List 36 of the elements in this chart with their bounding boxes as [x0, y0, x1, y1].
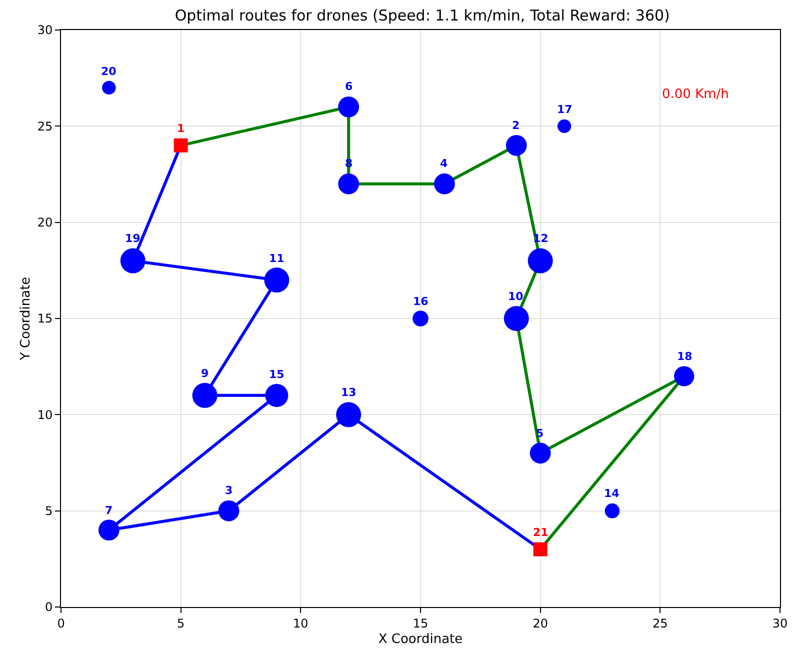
annotation: 6: [345, 80, 353, 93]
y-axis-title: Y Coordinate: [18, 276, 34, 362]
annotation: 16: [413, 295, 429, 308]
annotation: 9: [201, 367, 209, 380]
annotation: 18: [677, 350, 692, 363]
annotation: 4: [440, 157, 448, 170]
annotation: 21: [533, 526, 548, 539]
y-tick-label: 25: [37, 119, 53, 134]
y-tick-label: 0: [44, 600, 53, 614]
annotation: 7: [105, 504, 113, 517]
x-tick-label: 30: [772, 616, 788, 630]
annotation: 1: [177, 122, 185, 135]
x-axis-title: X Coordinate: [378, 632, 463, 647]
y-tick-label: 5: [44, 504, 53, 518]
x-tick-label: 15: [412, 616, 428, 630]
x-tick-label: 10: [293, 616, 308, 630]
y-tick-label: 15: [37, 312, 53, 326]
annotation: 11: [269, 252, 284, 265]
y-tick-label: 10: [37, 408, 53, 422]
annotation: 3: [225, 484, 233, 497]
annotation: 15: [269, 368, 284, 381]
annotation: 13: [341, 386, 356, 399]
y-tick-label: 30: [37, 23, 53, 38]
annotation: 20: [101, 65, 117, 78]
annotation: 2: [512, 119, 520, 132]
chart-title: Optimal routes for drones (Speed: 1.1 km/min, Total Reward: 360): [174, 6, 670, 24]
x-tick-label: 5: [177, 616, 185, 630]
x-tick-label: 25: [652, 616, 668, 630]
annotation: 0.00 Km/h: [662, 87, 729, 102]
annotation: 10: [508, 290, 524, 303]
annotation: 17: [557, 103, 572, 116]
x-tick-label: 20: [532, 616, 548, 630]
annotation: 14: [604, 487, 620, 500]
y-tick-label: 20: [37, 216, 53, 230]
annotation: 19: [125, 232, 140, 245]
x-tick-label: 0: [57, 616, 65, 630]
